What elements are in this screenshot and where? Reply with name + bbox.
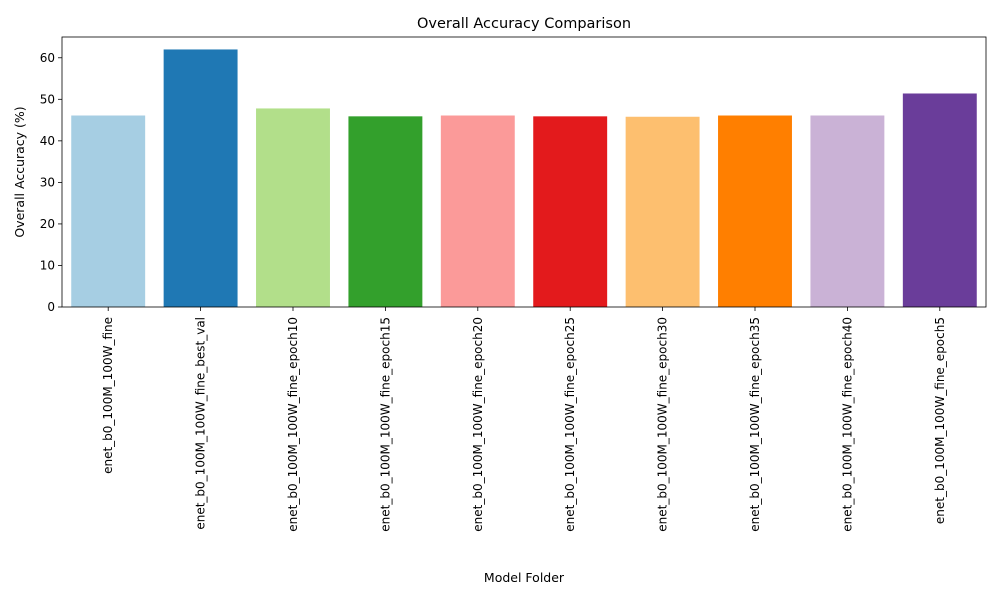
bar-enet_b0_100M_100W_fine_epoch5 <box>902 93 977 307</box>
x-tick-label: enet_b0_100M_100W_fine_epoch15 <box>378 317 392 532</box>
y-tick-label: 0 <box>47 300 55 314</box>
x-axis-title: Model Folder <box>484 570 565 585</box>
x-tick-label: enet_b0_100M_100W_fine_epoch20 <box>471 317 485 532</box>
bar-enet_b0_100M_100W_fine_epoch15 <box>348 116 423 307</box>
bar-enet_b0_100M_100W_fine_epoch35 <box>718 115 792 307</box>
y-tick-label: 40 <box>40 134 55 148</box>
bar-enet_b0_100M_100W_fine_best_val <box>163 49 238 307</box>
bar-enet_b0_100M_100W_fine_epoch25 <box>533 116 608 307</box>
x-tick-label: enet_b0_100M_100W_fine <box>101 317 115 474</box>
bar-enet_b0_100M_100W_fine_epoch30 <box>625 116 700 307</box>
bar-enet_b0_100M_100W_fine_epoch40 <box>810 115 885 307</box>
bar-enet_b0_100M_100W_fine_epoch20 <box>440 115 515 307</box>
y-tick-label: 50 <box>40 92 55 106</box>
x-tick-label: enet_b0_100M_100W_fine_epoch5 <box>933 317 947 524</box>
x-tick-label: enet_b0_100M_100W_fine_epoch30 <box>656 317 670 532</box>
bar-enet_b0_100M_100W_fine_epoch10 <box>256 108 330 307</box>
x-tick-label: enet_b0_100M_100W_fine_epoch25 <box>563 317 577 532</box>
y-tick-label: 30 <box>40 175 55 189</box>
x-tick-label: enet_b0_100M_100W_fine_best_val <box>194 317 208 530</box>
x-tick-label: enet_b0_100M_100W_fine_epoch10 <box>286 317 300 532</box>
y-tick-label: 20 <box>40 217 55 231</box>
x-tick-label: enet_b0_100M_100W_fine_epoch35 <box>748 317 762 532</box>
bar-enet_b0_100M_100W_fine <box>71 115 146 307</box>
bars-layer <box>71 49 977 307</box>
y-tick-label: 10 <box>40 258 55 272</box>
x-tick-label: enet_b0_100M_100W_fine_epoch40 <box>840 317 854 532</box>
plot-frame <box>61 36 987 308</box>
chart-title: Overall Accuracy Comparison <box>417 16 631 32</box>
y-tick-label: 60 <box>40 51 55 65</box>
y-axis: 0 10 20 30 40 50 60 <box>40 51 62 314</box>
x-axis: enet_b0_100M_100W_fine enet_b0_100M_100W_… <box>101 307 947 532</box>
y-axis-title: Overall Accuracy (%) <box>12 106 27 237</box>
